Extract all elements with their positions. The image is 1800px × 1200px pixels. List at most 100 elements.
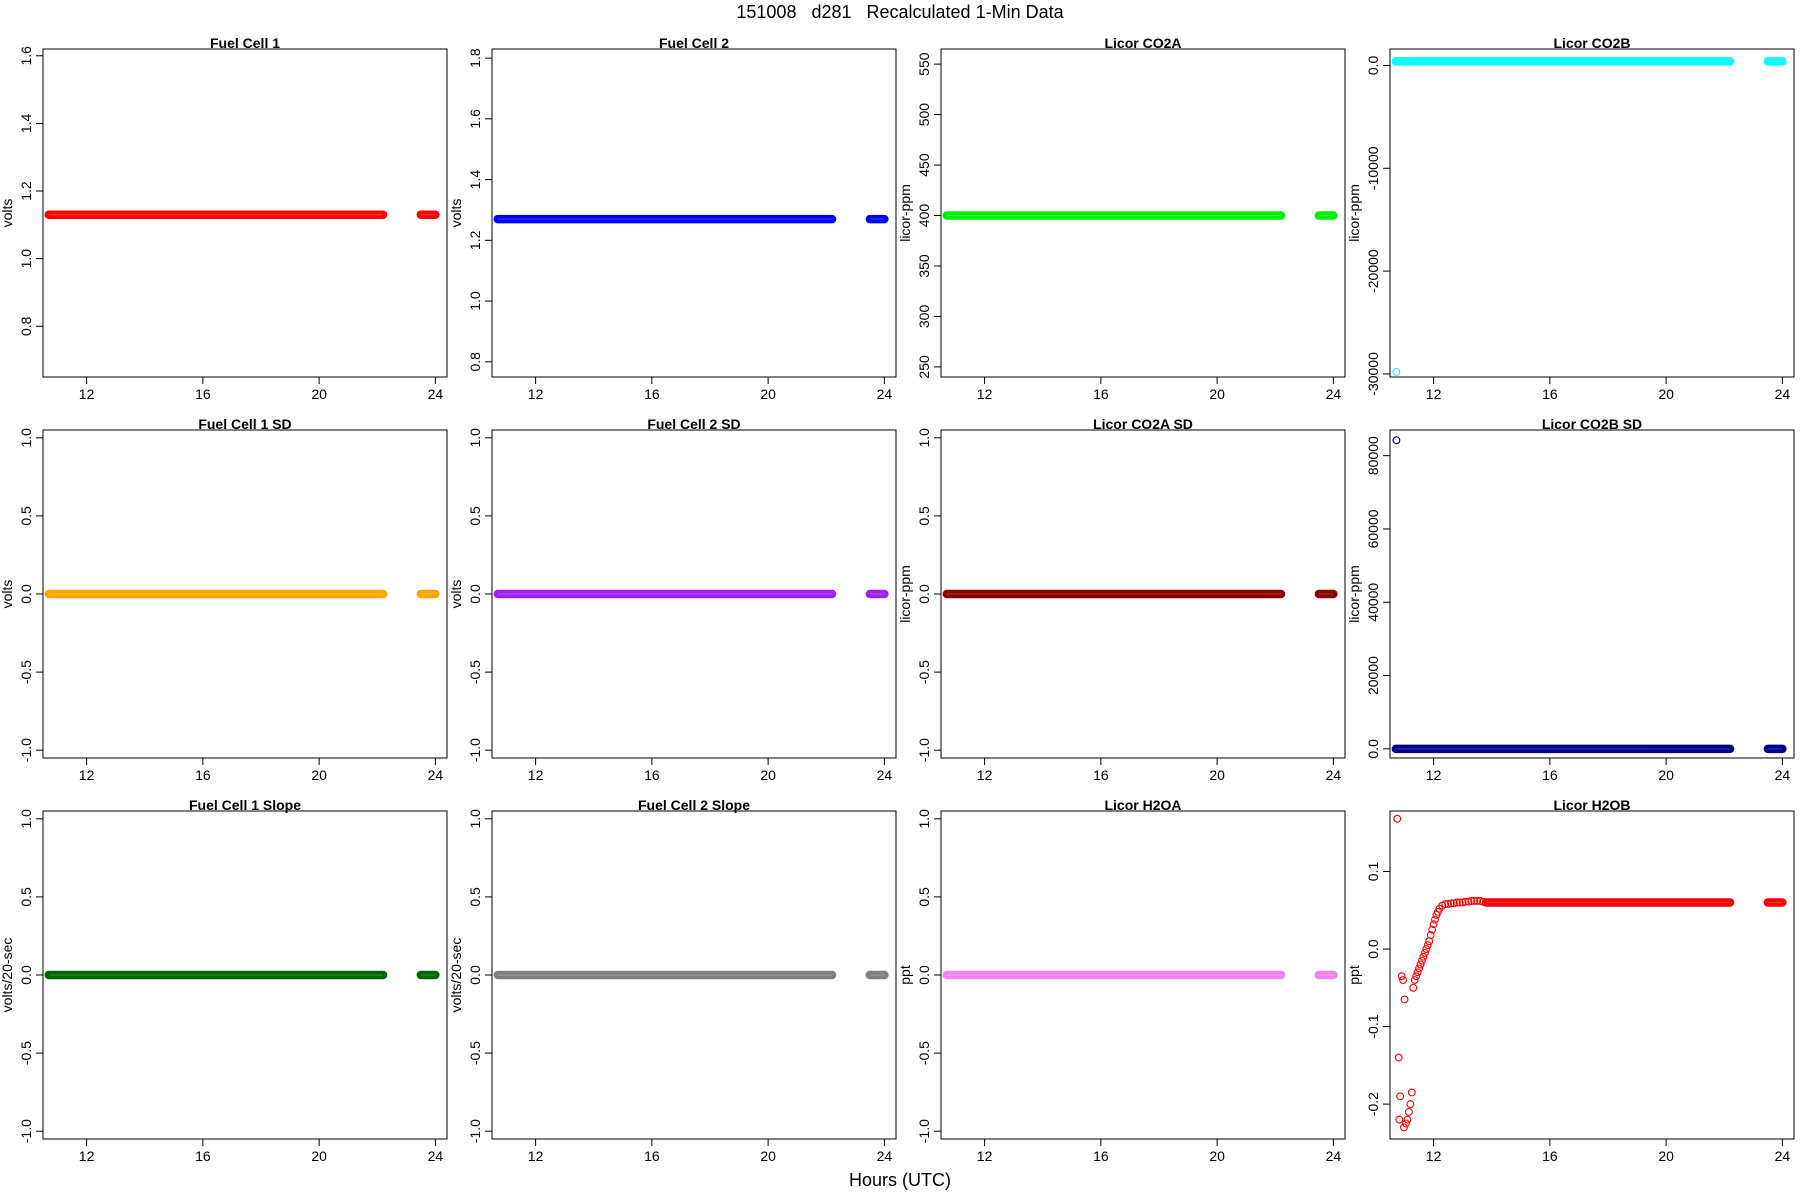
- x-tick-label: 24: [1775, 1148, 1791, 1164]
- y-tick-label: -1.0: [467, 1119, 483, 1143]
- data-point: [1428, 925, 1437, 934]
- y-tick-label: 1.2: [467, 230, 483, 250]
- data-point: [1400, 995, 1409, 1004]
- y-tick-label: 250: [916, 355, 932, 379]
- x-tick-label: 20: [1209, 1148, 1225, 1164]
- panel-10: Fuel Cell 2 Slope 12 16 20 24 -1.0 -0.5 0.0 0.5 1…: [448, 797, 897, 1164]
- x-tick-label: 20: [760, 386, 776, 402]
- data-point: [1415, 964, 1424, 973]
- x-tick-label: 24: [877, 767, 893, 783]
- y-tick-label: 0.0: [18, 965, 34, 985]
- x-tick-label: 24: [1775, 767, 1791, 783]
- x-tick-label: 24: [877, 386, 893, 402]
- x-tick-label: 24: [428, 386, 444, 402]
- x-tick-label: 16: [195, 386, 211, 402]
- panel-8: Licor CO2B SD 12 16 20 24 0.0 20000 40000 60000 8…: [1346, 416, 1795, 783]
- y-tick-label: -10000: [1365, 146, 1381, 190]
- data-point: [1473, 896, 1482, 905]
- data-point: [1403, 1115, 1412, 1124]
- y-tick-label: 0.5: [467, 887, 483, 907]
- plot-frame: [1389, 48, 1795, 378]
- data-point: [1394, 1053, 1403, 1062]
- data-point: [1413, 968, 1422, 977]
- x-tick-label: 20: [311, 386, 327, 402]
- data-point: [1406, 1100, 1415, 1109]
- x-tick-label: 12: [528, 1148, 544, 1164]
- data-point: [1452, 898, 1461, 907]
- data-point: [1395, 1115, 1404, 1124]
- y-tick-label: 1.2: [18, 181, 34, 201]
- x-tick-label: 20: [1658, 767, 1674, 783]
- data-point: [1399, 976, 1408, 984]
- y-tick-label: 0.8: [467, 352, 483, 372]
- panel-title: Fuel Cell 1 SD: [198, 416, 291, 432]
- y-tick-label: -0.5: [467, 1041, 483, 1065]
- y-axis-label: volts: [448, 580, 464, 609]
- x-tick-label: 20: [760, 1148, 776, 1164]
- y-tick-label: 0.5: [18, 506, 34, 526]
- y-axis-label: volts: [0, 580, 15, 609]
- y-tick-label: 350: [916, 254, 932, 278]
- panel-6: Fuel Cell 2 SD 12 16 20 24 -1.0 -0.5 0.0 0.5 1.0 v…: [448, 416, 897, 783]
- data-point: [1404, 1107, 1413, 1116]
- y-tick-label: 60000: [1365, 509, 1381, 548]
- data-point: [1409, 983, 1418, 992]
- x-tick-label: 16: [195, 767, 211, 783]
- data-point: [1422, 945, 1431, 953]
- panel-title: Licor CO2A SD: [1093, 416, 1193, 432]
- y-tick-label: 0.0: [1365, 939, 1381, 959]
- x-tick-label: 16: [1542, 386, 1558, 402]
- plot-frame: [1389, 810, 1795, 1140]
- data-point: [1429, 920, 1438, 929]
- data-point: [1392, 436, 1401, 445]
- y-axis-label: volts/20-sec: [448, 938, 464, 1013]
- data-point: [1479, 897, 1487, 906]
- data-point: [1419, 952, 1428, 961]
- x-tick-label: 16: [1093, 1148, 1109, 1164]
- data-point: [1441, 900, 1450, 908]
- x-tick-label: 20: [1209, 767, 1225, 783]
- y-tick-label: 80000: [1365, 436, 1381, 475]
- y-tick-label: 1.0: [916, 809, 932, 829]
- x-tick-label: 12: [528, 386, 544, 402]
- panel-title: Licor CO2B: [1553, 35, 1630, 51]
- y-tick-label: 0.5: [18, 887, 34, 907]
- y-tick-label: 20000: [1365, 656, 1381, 695]
- panel-5: Fuel Cell 1 SD 12 16 20 24 -1.0 -0.5 0.0 0.5 1.0 v…: [0, 416, 448, 783]
- data-point: [1410, 976, 1419, 984]
- y-tick-label: 0.5: [916, 506, 932, 526]
- x-tick-label: 16: [1093, 767, 1109, 783]
- y-tick-label: 0.0: [18, 584, 34, 604]
- data-point: [1396, 1092, 1405, 1101]
- x-tick-label: 12: [1426, 767, 1442, 783]
- x-tick-label: 24: [428, 767, 444, 783]
- panel-title: Fuel Cell 2: [659, 35, 729, 51]
- data-point: [1407, 1088, 1416, 1097]
- x-tick-label: 20: [760, 767, 776, 783]
- plot-frame: [42, 48, 448, 378]
- y-axis-label: licor-ppm: [897, 184, 913, 242]
- panel-title: Fuel Cell 1: [210, 35, 280, 51]
- panel-12: Licor H2OB 12 16 20 24 -0.2 -0.1 0.0 0.1 ppt: [1346, 797, 1795, 1164]
- data-point: [1447, 899, 1455, 908]
- y-tick-label: 400: [916, 204, 932, 228]
- y-tick-label: 0.0: [916, 584, 932, 604]
- panel-11: Licor H2OA 12 16 20 24 -1.0 -0.5 0.0 0.5 1.0 ppt: [897, 797, 1346, 1164]
- y-tick-label: -0.5: [467, 660, 483, 684]
- y-tick-label: 0.0: [467, 584, 483, 604]
- data-point: [1418, 956, 1426, 965]
- x-tick-label: 16: [1542, 1148, 1558, 1164]
- x-tick-label: 16: [195, 1148, 211, 1164]
- data-point: [1400, 1123, 1408, 1132]
- y-tick-label: -30000: [1365, 352, 1381, 396]
- plot-frame: [940, 48, 1346, 378]
- data-point: [1431, 915, 1440, 924]
- y-tick-label: -0.1: [1365, 1014, 1381, 1038]
- data-point: [1412, 972, 1421, 981]
- y-axis-label: licor-ppm: [1346, 184, 1362, 242]
- panel-3: Licor CO2A 12 16 20 24 250 300 350 400 450 500 550 l…: [897, 35, 1346, 402]
- figure-title: 151008 d281 Recalculated 1-Min Data: [736, 2, 1064, 22]
- y-tick-label: 0.0: [916, 965, 932, 985]
- y-tick-label: 1.4: [467, 170, 483, 190]
